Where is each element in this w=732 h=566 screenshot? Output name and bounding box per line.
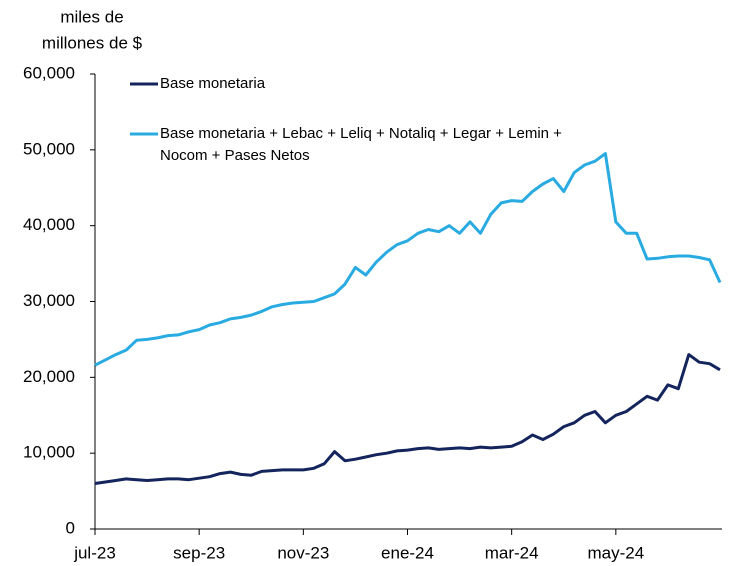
x-tick-label: ene-24 [381, 543, 434, 562]
y-tick-label: 0 [66, 518, 75, 537]
line-series [94, 353, 721, 485]
x-tick-label: jul-23 [73, 543, 116, 562]
y-tick-label: 60,000 [23, 63, 75, 82]
legend-label: Base monetaria + Lebac + Leliq + Notaliq… [160, 125, 562, 164]
y-axis-label: miles de [60, 7, 123, 26]
x-tick-label: may-24 [587, 543, 644, 562]
x-tick-label: sep-23 [173, 543, 225, 562]
x-tick-label: nov-23 [277, 543, 329, 562]
y-tick-label: 30,000 [23, 291, 75, 310]
line-series [94, 152, 722, 367]
y-axis-label: millones de $ [42, 33, 143, 52]
y-tick-label: 40,000 [23, 215, 75, 234]
y-tick-label: 20,000 [23, 367, 75, 386]
legend-label: Base monetaria [160, 75, 266, 92]
x-tick-label: mar-24 [485, 543, 539, 562]
y-tick-label: 50,000 [23, 139, 75, 158]
y-tick-label: 10,000 [23, 443, 75, 462]
